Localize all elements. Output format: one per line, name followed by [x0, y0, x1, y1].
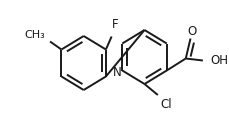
Text: N: N: [113, 66, 121, 79]
Text: Cl: Cl: [160, 98, 172, 110]
Text: F: F: [112, 18, 118, 31]
Text: O: O: [187, 25, 196, 38]
Text: OH: OH: [210, 54, 227, 67]
Text: CH₃: CH₃: [24, 30, 45, 40]
